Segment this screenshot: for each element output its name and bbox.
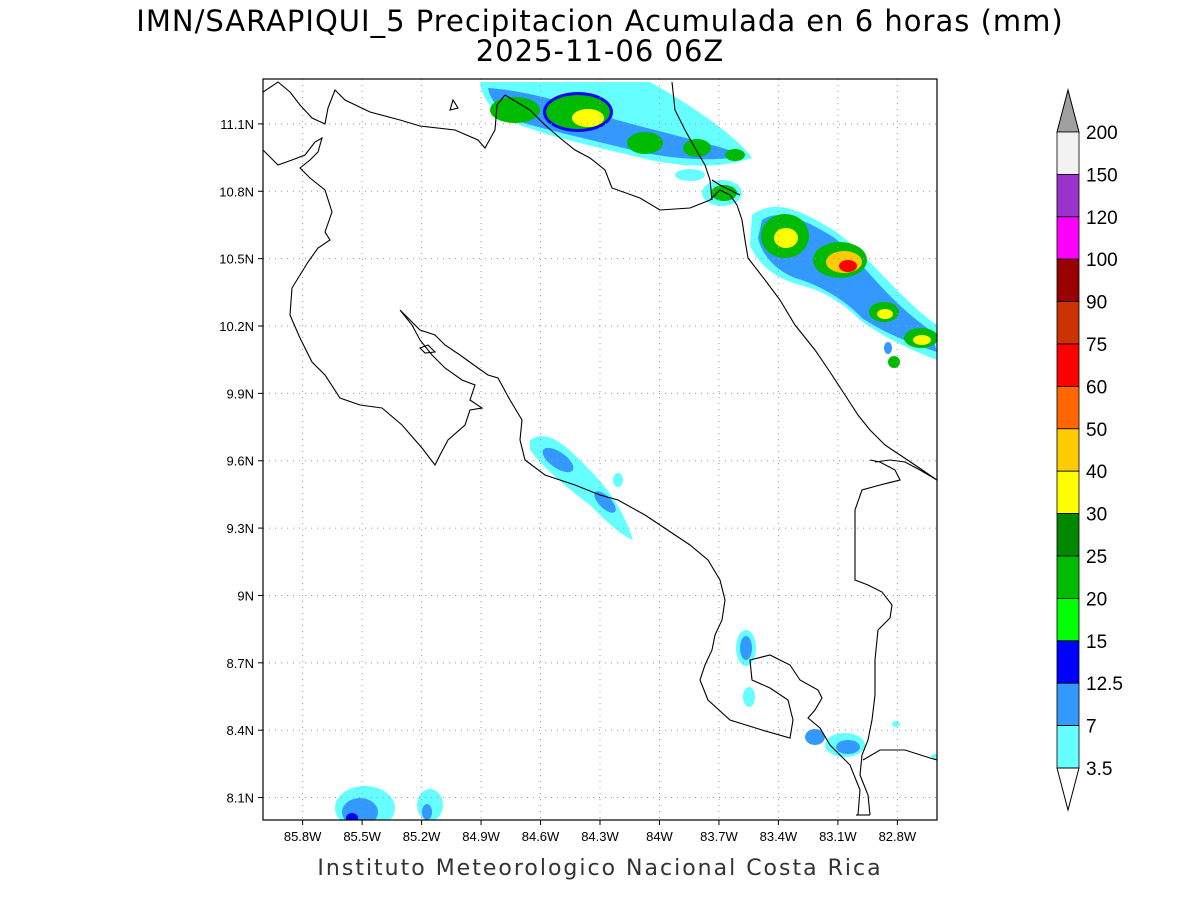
colorbar-label: 120 xyxy=(1086,208,1118,229)
colorbar-swatch xyxy=(1056,301,1080,345)
colorbar-swatch xyxy=(1056,598,1080,642)
colorbar-swatch xyxy=(1056,513,1080,557)
colorbar: 200 150 120 100 90 75 60 50 40 30 25 20 15 12.5 7 3.5 xyxy=(1056,88,1123,812)
rain-south xyxy=(335,630,937,820)
lon-tick-label: 83.4W xyxy=(760,829,798,844)
lat-tick-label: 9.6N xyxy=(227,454,254,469)
lon-tick-label: 85.8W xyxy=(284,829,322,844)
lon-tick-label: 85.2W xyxy=(403,829,441,844)
colorbar-swatch xyxy=(1056,725,1080,769)
lon-tick-label: 84.3W xyxy=(581,829,619,844)
lat-tick-label: 8.1N xyxy=(227,791,254,806)
colorbar-label: 15 xyxy=(1086,632,1107,653)
lon-tick-label: 84.9W xyxy=(462,829,500,844)
colorbar-label: 90 xyxy=(1086,293,1107,314)
colorbar-label: 30 xyxy=(1086,505,1107,526)
colorbar-swatch xyxy=(1056,555,1080,599)
lat-tick-label: 11.1N xyxy=(220,117,254,132)
lon-tick-label: 85.5W xyxy=(343,829,381,844)
rain-band-north xyxy=(480,82,752,206)
lat-tick-label: 8.4N xyxy=(227,723,254,738)
latitude-axis: 11.1N 10.8N 10.5N 10.2N 9.9N 9.6N 9.3N 9N 8.7N 8.… xyxy=(219,117,263,806)
colorbar-label: 75 xyxy=(1086,335,1107,356)
footer-credit: Instituto Meteorologico Nacional Costa R… xyxy=(317,856,883,881)
colorbar-label: 7 xyxy=(1086,717,1097,738)
colorbar-swatch xyxy=(1056,258,1080,303)
coastline xyxy=(263,81,937,816)
colorbar-swatch xyxy=(1056,385,1080,430)
colorbar-swatch xyxy=(1056,640,1080,684)
colorbar-swatch xyxy=(1056,682,1080,727)
colorbar-label: 60 xyxy=(1086,377,1107,398)
colorbar-label: 150 xyxy=(1086,165,1118,186)
colorbar-label: 100 xyxy=(1086,250,1118,271)
graticule xyxy=(263,79,937,820)
lon-tick-label: 84W xyxy=(646,829,673,844)
lat-tick-label: 9.3N xyxy=(227,521,254,536)
map-subtitle: 2025-11-06 06Z xyxy=(475,34,725,68)
lat-tick-label: 9N xyxy=(237,588,254,603)
lon-tick-label: 84.6W xyxy=(522,829,560,844)
lat-tick-label: 10.2N xyxy=(219,319,254,334)
colorbar-swatch xyxy=(1056,216,1080,260)
colorbar-label: 12.5 xyxy=(1086,674,1123,695)
colorbar-swatch xyxy=(1056,131,1080,175)
lat-tick-label: 8.7N xyxy=(227,656,254,671)
colorbar-swatch xyxy=(1056,470,1080,515)
longitude-axis: 85.8W 85.5W 85.2W 84.9W 84.6W 84.3W 84W 83.7W 83… xyxy=(284,820,917,844)
colorbar-swatch xyxy=(1056,428,1080,472)
colorbar-label: 200 xyxy=(1086,123,1118,144)
colorbar-label: 50 xyxy=(1086,420,1107,441)
precipitation-field xyxy=(335,82,937,820)
colorbar-swatch xyxy=(1056,343,1080,387)
rain-band-caribbean xyxy=(750,206,937,368)
colorbar-label: 40 xyxy=(1086,462,1107,483)
lon-tick-label: 83.1W xyxy=(819,829,857,844)
map-frame xyxy=(262,78,938,821)
colorbar-label: 20 xyxy=(1086,589,1107,610)
lon-tick-label: 83.7W xyxy=(700,829,738,844)
lat-tick-label: 9.9N xyxy=(227,386,254,401)
lat-tick-label: 10.8N xyxy=(219,184,254,199)
map-title: IMN/SARAPIQUI_5 Precipitacion Acumulada … xyxy=(136,4,1064,38)
colorbar-top-arrow xyxy=(1056,88,1080,133)
lon-tick-label: 82.8W xyxy=(879,829,917,844)
colorbar-swatch xyxy=(1056,173,1080,218)
colorbar-bottom-arrow xyxy=(1056,767,1080,812)
colorbar-label: 3.5 xyxy=(1086,759,1112,780)
lat-tick-label: 10.5N xyxy=(219,252,254,267)
colorbar-label: 25 xyxy=(1086,547,1107,568)
